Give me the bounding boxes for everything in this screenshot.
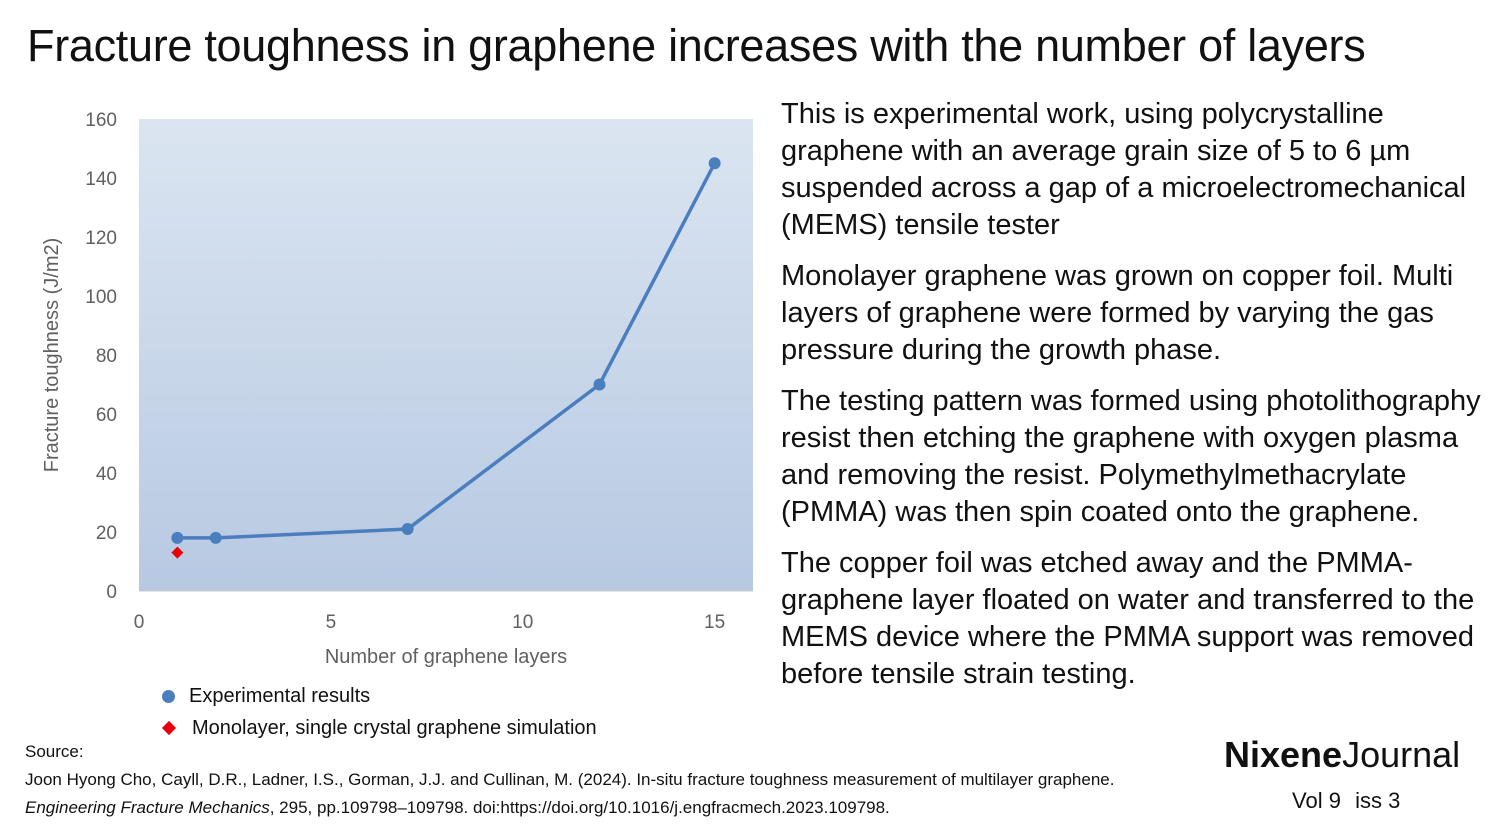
circle-marker-icon (162, 689, 175, 703)
paragraph: Monolayer graphene was grown on copper f… (781, 260, 1454, 366)
data-point (209, 531, 222, 544)
chart-legend: Experimental results Monolayer, single c… (160, 680, 597, 744)
x-axis-ticks: 0 5 10 15 (134, 612, 725, 633)
y-tick-label: 160 (85, 110, 117, 131)
legend-item-simulation: Monolayer, single crystal graphene simul… (160, 712, 597, 744)
y-tick-label: 20 (96, 523, 117, 544)
paragraph: The copper foil was etched away and the … (781, 547, 1475, 690)
source-label: Source: (25, 742, 84, 761)
diamond-marker-icon (161, 720, 177, 736)
data-point (593, 378, 606, 391)
data-point (401, 523, 414, 536)
brand-regular: Journal (1342, 734, 1461, 775)
brand-bold: Nixene (1224, 734, 1343, 775)
issue-number: iss 3 (1355, 788, 1401, 813)
citation-text: Joon Hyong Cho, Cayll, D.R., Ladner, I.S… (25, 766, 1175, 822)
source-citation: Source: Joon Hyong Cho, Cayll, D.R., Lad… (25, 738, 1175, 822)
x-tick-label: 15 (704, 612, 725, 633)
y-axis-title: Fracture toughness (J/m2) (41, 238, 63, 473)
y-tick-label: 120 (85, 228, 117, 249)
x-tick-label: 10 (512, 612, 533, 633)
x-tick-label: 0 (134, 612, 145, 633)
y-tick-label: 40 (96, 464, 117, 485)
simulation-point (171, 546, 184, 559)
data-point (708, 157, 721, 170)
y-tick-label: 60 (96, 405, 117, 426)
fracture-toughness-chart: 0 20 40 60 80 100 120 140 160 0 5 10 15 Number of g… (41, 110, 753, 668)
journal-name: Engineering Fracture Mechanics (25, 798, 270, 817)
paragraph: The testing pattern was formed using pho… (781, 385, 1481, 528)
volume: Vol 9 (1292, 788, 1341, 813)
legend-label: Monolayer, single crystal graphene simul… (192, 716, 597, 739)
y-tick-label: 140 (85, 169, 117, 190)
y-tick-label: 80 (96, 346, 117, 367)
brand-logo: NixeneJournal (1224, 734, 1460, 776)
page-title: Fracture toughness in graphene increases… (27, 20, 1366, 71)
data-point (171, 531, 184, 544)
x-tick-label: 5 (326, 612, 337, 633)
paragraph: This is experimental work, using polycry… (781, 98, 1467, 241)
y-tick-label: 100 (85, 287, 117, 308)
y-axis-ticks: 0 20 40 60 80 100 120 140 160 (85, 110, 117, 603)
citation-details: , 295, pp.109798–109798. doi:https://doi… (269, 798, 890, 817)
issue-info: Vol 9 iss 3 (1292, 788, 1400, 814)
legend-item-experimental: Experimental results (160, 680, 597, 712)
citation-authors: Joon Hyong Cho, Cayll, D.R., Ladner, I.S… (25, 770, 1115, 789)
description-text: This is experimental work, using polycry… (781, 96, 1481, 707)
legend-label: Experimental results (189, 684, 371, 707)
plot-area (139, 119, 753, 591)
x-axis-title: Number of graphene layers (325, 646, 567, 668)
y-tick-label: 0 (106, 582, 117, 603)
